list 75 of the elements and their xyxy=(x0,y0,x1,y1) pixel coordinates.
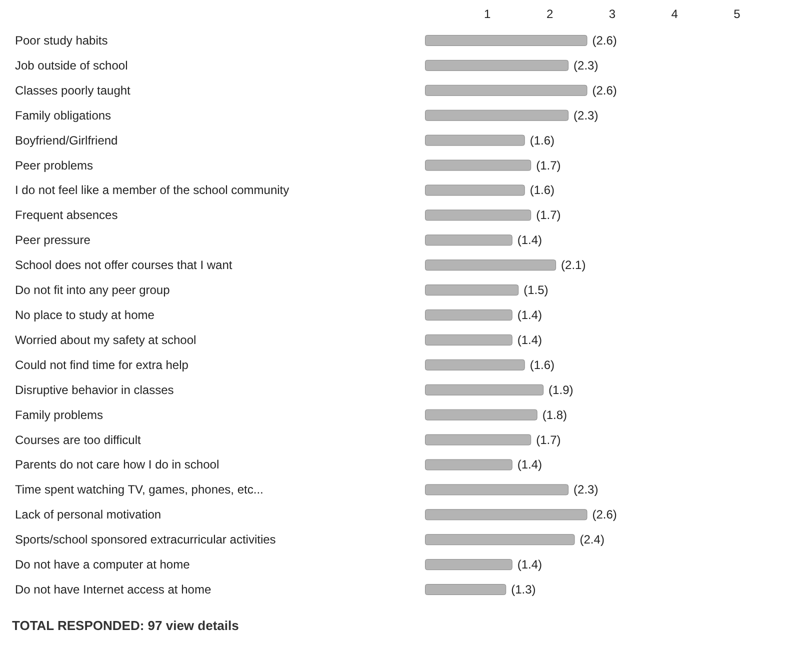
data-label: (2.6) xyxy=(592,33,617,48)
y-tick-label: Frequent absences xyxy=(15,208,118,222)
data-label: (1.7) xyxy=(536,158,561,172)
data-label: (1.6) xyxy=(530,358,555,372)
bar xyxy=(425,534,575,546)
bar xyxy=(425,559,512,570)
y-tick-label: Do not have a computer at home xyxy=(15,558,190,572)
data-label: (1.7) xyxy=(536,432,561,447)
x2-tick-label: 2 xyxy=(546,7,554,21)
data-label: (1.4) xyxy=(517,458,542,472)
bar xyxy=(425,160,532,171)
y-tick-label: Worried about my safety at school xyxy=(15,332,196,347)
data-label: (1.3) xyxy=(511,582,536,597)
y-tick-label: Do not have Internet access at home xyxy=(15,582,212,597)
y-tick-label: Lack of personal motivation xyxy=(15,508,162,522)
data-label: (2.1) xyxy=(561,258,586,272)
bar xyxy=(425,509,588,520)
bar xyxy=(425,110,569,121)
bar xyxy=(425,359,525,370)
data-label: (2.3) xyxy=(574,482,598,497)
y-tick-label: Courses are too difficult xyxy=(15,432,142,447)
x2-tick-label: 1 xyxy=(484,7,492,21)
bar xyxy=(425,184,525,196)
bar xyxy=(425,234,512,246)
y-tick-label: Peer pressure xyxy=(15,233,91,248)
bar xyxy=(425,60,569,71)
data-label: (1.8) xyxy=(542,408,568,422)
text: TOTAL RESPONDED: 97 view details xyxy=(12,618,239,633)
bar xyxy=(425,310,512,320)
y-tick-label: Time spent watching TV, games, phones, etc... xyxy=(15,482,264,497)
data-label: (2.3) xyxy=(574,108,598,122)
data-label: (1.4) xyxy=(517,233,542,248)
y-tick-label: Parents do not care how I do in school xyxy=(15,458,220,472)
y-tick-label: Peer problems xyxy=(15,158,94,172)
y-tick-label: Do not fit into any peer group xyxy=(15,283,170,298)
y-tick-label: Boyfriend/Girlfriend xyxy=(15,133,118,148)
bar xyxy=(425,409,538,420)
data-label: (1.4) xyxy=(517,308,542,322)
data-label: (2.6) xyxy=(592,83,617,98)
bar xyxy=(425,284,519,296)
bar xyxy=(425,484,569,496)
data-label: (1.4) xyxy=(517,332,542,347)
x2-tick-label: 5 xyxy=(734,7,741,21)
y-tick-label: Family obligations xyxy=(15,108,112,122)
y-tick-label: School does not offer courses that I want xyxy=(15,258,233,272)
bar xyxy=(425,384,544,396)
bar xyxy=(425,584,506,596)
bar xyxy=(425,84,588,96)
bar xyxy=(425,210,532,221)
data-label: (2.3) xyxy=(574,58,598,72)
data-label: (1.9) xyxy=(548,382,574,397)
bar xyxy=(425,459,512,470)
data-label: (1.6) xyxy=(530,183,555,198)
data-label: (1.6) xyxy=(530,133,555,148)
y-tick-label: I do not feel like a member of the school community xyxy=(15,183,290,198)
bar xyxy=(425,34,588,46)
bar xyxy=(425,134,525,146)
bar xyxy=(425,434,532,446)
y-tick-label: Sports/school sponsored extracurricular activities xyxy=(15,532,276,547)
data-label: (1.4) xyxy=(517,558,542,572)
x2-tick-label: 4 xyxy=(671,7,678,21)
y-tick-label: Could not find time for extra help xyxy=(15,358,189,372)
y-tick-label: No place to study at home xyxy=(15,308,155,322)
y-tick-label: Classes poorly taught xyxy=(15,83,132,98)
data-label: (2.6) xyxy=(592,508,617,522)
bar xyxy=(425,260,556,271)
y-tick-label: Family problems xyxy=(15,408,104,422)
data-label: (1.5) xyxy=(524,283,548,298)
x2-tick-label: 3 xyxy=(608,7,616,21)
y-tick-label: Disruptive behavior in classes xyxy=(15,382,174,397)
data-label: (2.4) xyxy=(580,532,604,547)
data-label: (1.7) xyxy=(536,208,561,222)
bar xyxy=(425,334,512,346)
y-tick-label: Job outside of school xyxy=(15,58,128,72)
y-tick-label: Poor study habits xyxy=(15,33,108,48)
